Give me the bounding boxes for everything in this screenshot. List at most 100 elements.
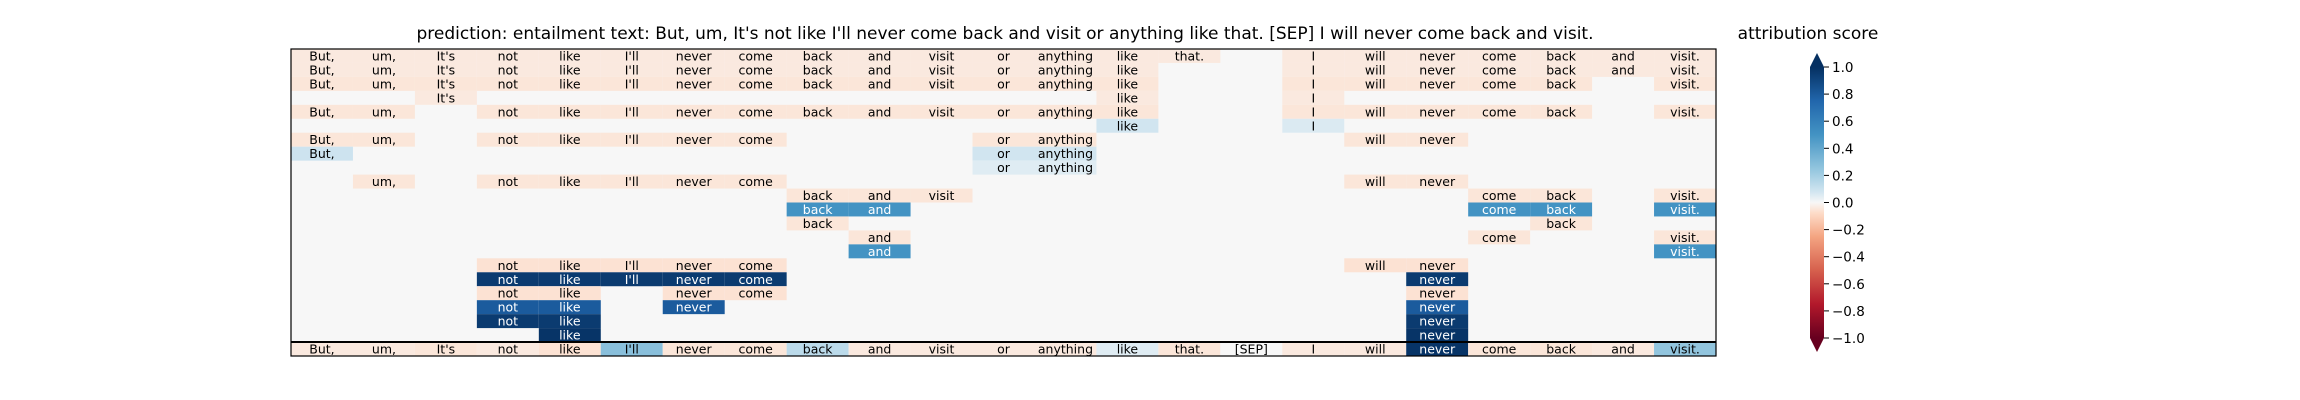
cell-token-label: will [1365,62,1386,77]
heatmap-cell [724,342,787,356]
cell-token-label: like [559,104,581,119]
heatmap-cell [352,76,415,91]
cell-token-label: never [676,48,713,63]
cell-token-label: never [1419,314,1456,329]
heatmap-cell [291,146,353,161]
heatmap-cell [538,314,601,329]
colorbar-label: attribution score [1738,24,1879,44]
cell-token-label: visit. [1670,62,1700,77]
heatmap-cell [662,286,725,301]
cell-token-label: um, [372,342,396,357]
heatmap-cell [1034,62,1097,77]
cell-token-label: It's [437,48,456,63]
heatmap-cell [538,104,601,119]
cell-token-label: anything [1038,62,1093,77]
heatmap-cell [1406,342,1469,356]
heatmap-cell [662,258,725,273]
cell-token-label: I'll [625,104,639,119]
cell-token-label: will [1365,48,1386,63]
cell-token-label: visit. [1670,230,1700,245]
heatmap-cell [1406,104,1469,119]
cell-token-label: or [997,342,1011,357]
heatmap-cell [476,62,539,77]
cell-token-label: and [1611,342,1635,357]
heatmap-cell [1282,104,1345,119]
heatmap-cell [724,286,787,301]
cell-token-label: never [1419,258,1456,273]
cell-token-label: I [1311,118,1315,133]
heatmap-cell [1592,49,1655,63]
cell-token-label: back [1546,104,1576,119]
cell-token-label: anything [1038,48,1093,63]
cell-token-label: never [676,342,713,357]
colorbar: 1.0 0.8 0.6 0.4 0.2 0.0 −0.2 −0.4 −0.6 −0.8 −1.0 [1810,53,1865,352]
heatmap-cell [1096,49,1159,63]
heatmap-cell [1530,104,1593,119]
heatmap-cell [352,104,415,119]
cell-token-label: um, [372,174,396,189]
heatmap-cell [1034,76,1097,91]
heatmap-cell [972,160,1035,175]
heatmap-cell [1530,202,1593,217]
cell-token-label: [SEP] [1235,342,1268,357]
cell-token-label: never [676,104,713,119]
heatmap-cell [1220,342,1283,356]
cell-token-label: and [868,62,892,77]
heatmap-cell [848,342,911,356]
heatmap-cell [291,62,353,77]
heatmap-cell [414,342,477,356]
heatmap-cell [1468,62,1531,77]
cell-token-label: not [498,104,519,119]
heatmap-cell [662,342,725,356]
cell-token-label: like [559,286,581,301]
cell-token-label: never [1419,104,1456,119]
heatmap-cell [1344,104,1407,119]
heatmap-cell [786,342,849,356]
heatmap-cell [476,342,539,356]
cell-token-label: like [1117,104,1139,119]
cell-token-label: will [1365,76,1386,91]
cell-token-label: back [1546,62,1576,77]
colorbar-tick-label: −0.6 [1832,277,1865,293]
heatmap-cell [1034,160,1097,175]
cell-token-label: like [1117,342,1139,357]
cell-token-label: like [1117,62,1139,77]
cell-token-label: will [1365,132,1386,147]
heatmap-cell [662,62,725,77]
cell-token-label: never [676,62,713,77]
cell-token-label: come [738,286,773,301]
heatmap-cell [1344,132,1407,147]
heatmap-cell [1654,202,1716,217]
heatmap-cell [724,258,787,273]
cell-token-label: and [868,48,892,63]
heatmap-cell [724,272,787,287]
heatmap-cell [724,104,787,119]
heatmap-cell [1344,62,1407,77]
heatmap-cell [972,49,1035,63]
heatmap-cell [476,300,539,315]
cell-token-label: never [1419,300,1456,315]
heatmap-cell [476,174,539,189]
cell-token-label: not [498,62,519,77]
heatmap-cell [972,76,1035,91]
heatmap-cell [1344,174,1407,189]
cell-token-label: never [676,272,713,287]
heatmap-cell [786,202,849,217]
heatmap-cell [1034,49,1097,63]
heatmap-cell [1282,342,1345,356]
heatmap-cell [352,62,415,77]
cell-token-label: come [738,104,773,119]
cell-token-label: never [676,132,713,147]
heatmap-cell [538,328,601,343]
cell-token-label: I'll [625,272,639,287]
heatmap-cell [848,202,911,217]
cell-token-label: come [1482,202,1517,217]
heatmap-cell [1158,342,1221,356]
cell-token-label: and [868,244,892,259]
heatmap-cell [662,272,725,287]
cell-token-label: not [498,272,519,287]
cell-token-label: like [559,62,581,77]
cell-token-label: and [1611,48,1635,63]
cell-token-label: back [1546,202,1576,217]
